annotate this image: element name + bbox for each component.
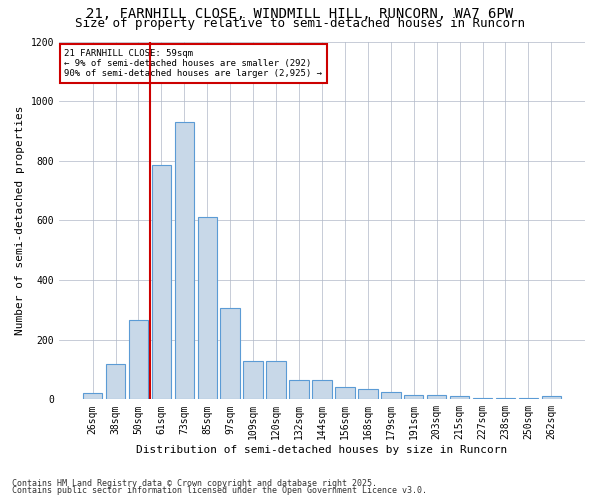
Text: 21, FARNHILL CLOSE, WINDMILL HILL, RUNCORN, WA7 6PW: 21, FARNHILL CLOSE, WINDMILL HILL, RUNCO…: [86, 8, 514, 22]
Bar: [358, 389, 377, 400]
Text: Contains HM Land Registry data © Crown copyright and database right 2025.: Contains HM Land Registry data © Crown c…: [12, 478, 377, 488]
Bar: [450, 396, 469, 400]
Text: 21 FARNHILL CLOSE: 59sqm
← 9% of semi-detached houses are smaller (292)
90% of s: 21 FARNHILL CLOSE: 59sqm ← 9% of semi-de…: [64, 48, 322, 78]
X-axis label: Distribution of semi-detached houses by size in Runcorn: Distribution of semi-detached houses by …: [136, 445, 508, 455]
Bar: [473, 398, 492, 400]
Bar: [542, 396, 561, 400]
Bar: [197, 218, 217, 400]
Y-axis label: Number of semi-detached properties: Number of semi-detached properties: [15, 106, 25, 335]
Bar: [381, 392, 401, 400]
Text: Size of property relative to semi-detached houses in Runcorn: Size of property relative to semi-detach…: [75, 18, 525, 30]
Bar: [129, 320, 148, 400]
Bar: [83, 394, 103, 400]
Bar: [335, 388, 355, 400]
Bar: [220, 308, 240, 400]
Bar: [152, 166, 171, 400]
Bar: [427, 395, 446, 400]
Bar: [289, 380, 309, 400]
Bar: [518, 398, 538, 400]
Bar: [312, 380, 332, 400]
Text: Contains public sector information licensed under the Open Government Licence v3: Contains public sector information licen…: [12, 486, 427, 495]
Bar: [175, 122, 194, 400]
Bar: [404, 395, 424, 400]
Bar: [266, 360, 286, 400]
Bar: [106, 364, 125, 400]
Bar: [496, 398, 515, 400]
Bar: [244, 360, 263, 400]
